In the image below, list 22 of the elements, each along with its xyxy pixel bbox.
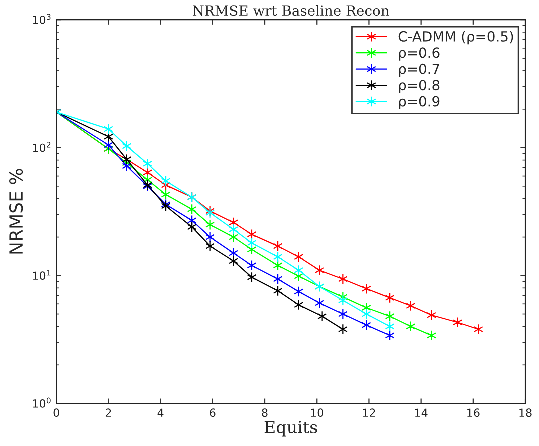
x-tick-label: 10 [311,408,324,418]
chart-title: NRMSE wrt Baseline Recon [193,5,390,16]
x-tick-label: 8 [262,408,268,418]
legend-label: ρ=0.6 [399,48,440,61]
x-tick-label: 4 [158,408,164,417]
x-tick-label: 12 [363,408,376,417]
y-axis-title: NRMSE % [9,169,24,254]
legend-label: ρ=0.9 [399,96,440,110]
x-tick-label: 18 [520,408,532,418]
x-tick-label: 0 [54,408,60,418]
y-tick-label: 10$^{2}$ [33,142,51,152]
y-tick-label: 10$^{0}$ [33,398,51,408]
x-axis-title: Equits [264,421,318,437]
x-tick-label: 16 [468,408,480,418]
x-tick-label: 2 [106,408,112,417]
x-tick-label: 14 [415,408,428,417]
legend-label: C-ADMM (ρ=0.5) [398,31,514,45]
y-tick-label: 10$^{3}$ [33,14,51,24]
legend-label: ρ=0.8 [399,80,440,94]
y-tick-label: 10$^{1}$ [33,270,51,280]
legend-label: ρ=0.7 [399,64,440,78]
x-tick-label: 6 [210,408,216,418]
